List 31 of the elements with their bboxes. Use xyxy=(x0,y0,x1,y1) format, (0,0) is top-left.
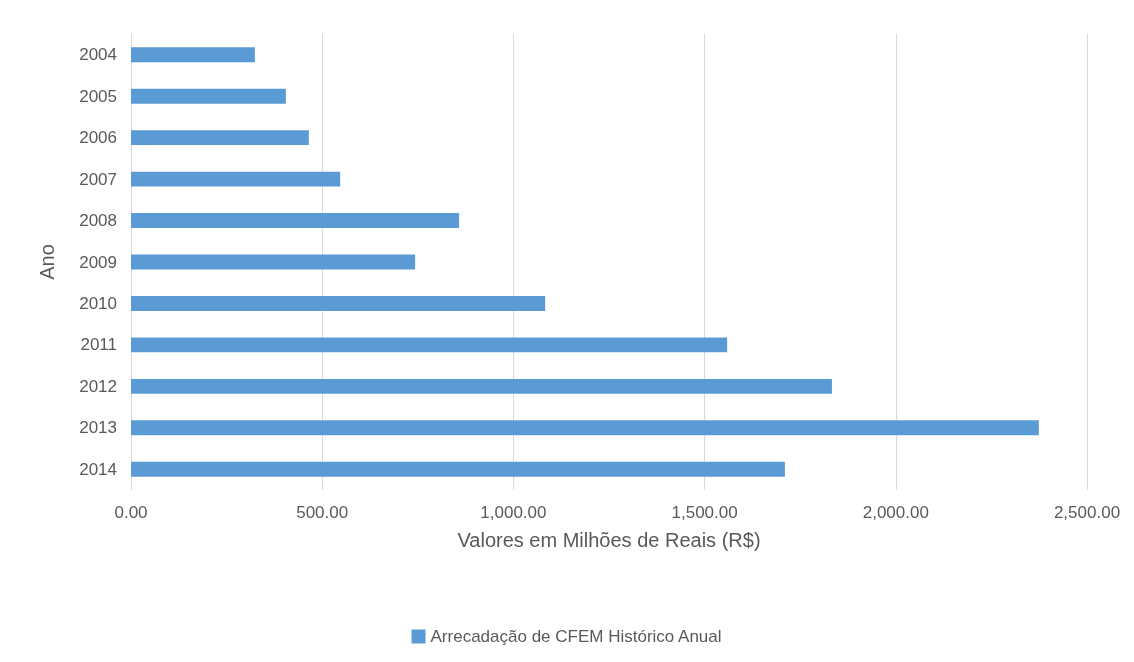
bar xyxy=(131,47,255,63)
y-tick-label: 2009 xyxy=(79,252,117,272)
bar xyxy=(131,88,286,104)
x-tick-label: 1,500.00 xyxy=(671,503,738,522)
y-tick-label: 2013 xyxy=(79,418,117,438)
y-tick-label: 2006 xyxy=(79,128,117,148)
x-tick-label: 2,500.00 xyxy=(1053,503,1121,522)
y-axis-title: Ano xyxy=(36,244,58,280)
y-tick-label: 2010 xyxy=(79,293,117,313)
y-tick-label: 2004 xyxy=(79,45,117,65)
bar xyxy=(131,171,341,187)
x-tick-label: 500.00 xyxy=(296,503,349,522)
y-tick-label: 2008 xyxy=(79,211,117,231)
bar xyxy=(131,461,785,477)
bar xyxy=(131,295,546,311)
y-tick-label: 2012 xyxy=(79,376,117,396)
x-tick-label: 1,000.00 xyxy=(480,503,547,522)
y-tick-label: 2011 xyxy=(80,335,117,355)
y-tick-label: 2005 xyxy=(79,86,117,106)
bar xyxy=(131,254,416,270)
y-tick-label: 2007 xyxy=(79,169,117,189)
x-tick-label: 2,000.00 xyxy=(862,503,929,522)
bar xyxy=(131,378,832,394)
bar xyxy=(131,213,460,229)
legend-label: Arrecadação de CFEM Histórico Anual xyxy=(430,627,722,646)
bar xyxy=(131,420,1039,436)
y-tick-label: 2014 xyxy=(79,459,117,479)
bar xyxy=(131,130,309,146)
x-axis-title: Valores em Milhões de Reais (R$) xyxy=(457,529,761,551)
x-tick-label: 0.00 xyxy=(114,503,148,522)
bar xyxy=(131,337,728,353)
